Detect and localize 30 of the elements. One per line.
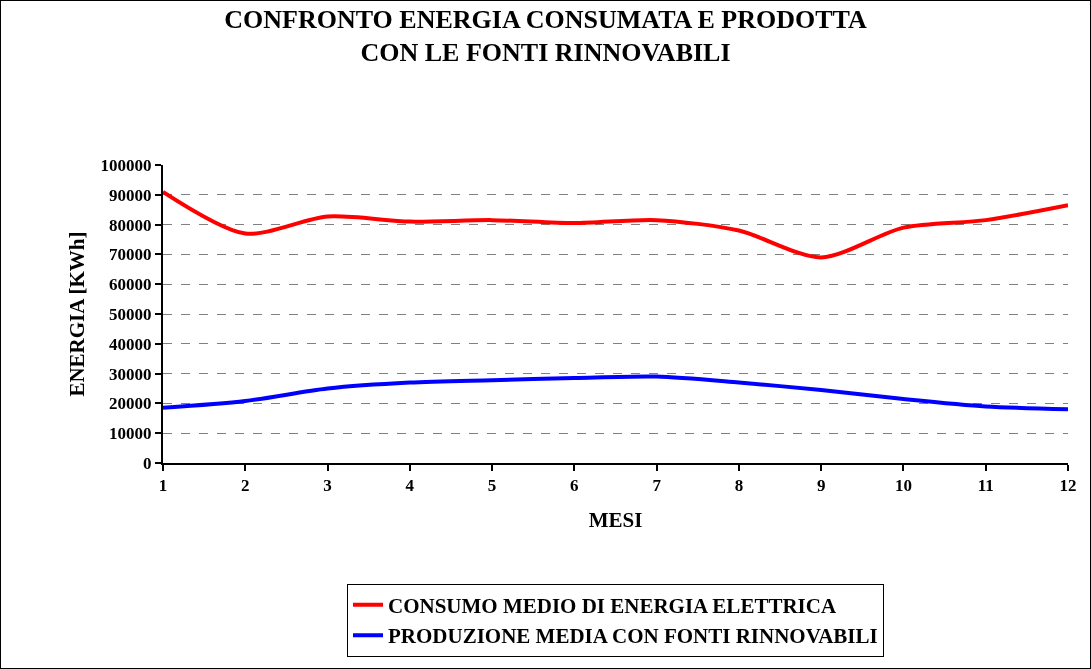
- legend-label: PRODUZIONE MEDIA CON FONTI RINNOVABILI: [388, 624, 878, 649]
- x-tick-label: 5: [487, 476, 497, 496]
- x-axis-title: MESI: [588, 508, 643, 533]
- y-tick-label: 20000: [109, 394, 152, 414]
- y-tick-label: 90000: [109, 185, 152, 205]
- chart-title: CONFRONTO ENERGIA CONSUMATA E PRODOTTA CON LE FONTI RINNOVABILI: [224, 4, 867, 68]
- x-tick-label: 3: [323, 476, 332, 496]
- y-tick-label: 40000: [109, 334, 152, 354]
- y-tick-label: 70000: [109, 245, 152, 265]
- y-tick-label: 100000: [100, 155, 152, 175]
- y-tick-label: 10000: [109, 424, 152, 444]
- y-tick-label: 60000: [109, 275, 152, 295]
- x-tick-label: 12: [1059, 476, 1077, 496]
- x-tick-label: 11: [977, 476, 994, 496]
- x-tick-label: 8: [734, 476, 744, 496]
- line-series: [163, 189, 1068, 260]
- y-tick-label: 0: [143, 453, 152, 473]
- x-tick-label: 2: [241, 476, 250, 496]
- x-tick-label: 1: [158, 476, 168, 496]
- legend-label: CONSUMO MEDIO DI ENERGIA ELETTRICA: [388, 594, 837, 619]
- x-tick-label: 9: [816, 476, 826, 496]
- x-tick-label: 10: [894, 476, 912, 496]
- y-tick-label: 30000: [109, 364, 152, 384]
- x-tick-label: 4: [405, 476, 415, 496]
- y-tick-label: 80000: [109, 215, 152, 235]
- y-tick-label: 50000: [109, 304, 152, 324]
- x-tick-label: 6: [570, 476, 579, 496]
- x-tick-label: 7: [652, 476, 662, 496]
- line-series: [163, 374, 1068, 412]
- y-axis-title: ENERGIA [KWh]: [65, 231, 90, 397]
